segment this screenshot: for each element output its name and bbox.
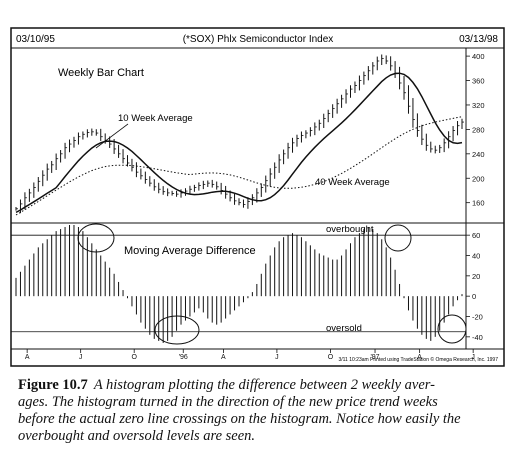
- oscillator-tick-label: 20: [472, 272, 480, 281]
- forty-week-annotation: 40 Week Average: [315, 177, 390, 188]
- oversold-label: oversold: [326, 323, 362, 334]
- x-tick-label: A: [417, 354, 422, 361]
- price-tick-label: 280: [472, 125, 485, 134]
- overbought-circle-1: [77, 223, 115, 253]
- osc-label-bg: [120, 243, 260, 257]
- x-tick-label: J: [275, 354, 279, 361]
- chart-figure: 03/10/95 (*SOX) Phlx Semiconductor Index…: [10, 27, 505, 367]
- level-lines: [11, 234, 466, 333]
- oscillator-tick-label: -40: [472, 333, 483, 342]
- figure-label: Figure 10.7: [18, 377, 88, 393]
- ten-week-pointer: [95, 123, 129, 149]
- oversold-circle-2: [437, 314, 467, 344]
- x-tick-label: J: [79, 354, 83, 361]
- oscillator-tick-label: -20: [472, 313, 483, 322]
- price-tick-label: 400: [472, 52, 485, 61]
- oversold-circle-1: [154, 315, 200, 345]
- ten-week-annotation: 10 Week Average: [118, 113, 193, 124]
- x-tick-label: A: [25, 354, 30, 361]
- price-tick-label: 360: [472, 77, 485, 86]
- overbought-label: overbought: [326, 224, 374, 235]
- footer-credit: 3/11 10:23am Printed using TradeStation …: [338, 356, 498, 363]
- x-tick-label: '97: [370, 354, 379, 361]
- oscillator-tick-label: 40: [472, 252, 480, 261]
- chart-title: (*SOX) Phlx Semiconductor Index: [183, 34, 334, 45]
- price-bars: [15, 54, 464, 214]
- overbought-circle-2: [384, 224, 412, 252]
- moving-average-lines: [15, 72, 463, 216]
- figure-caption: Figure 10.7 A histogram plotting the diff…: [18, 377, 514, 445]
- x-tick-label: O: [328, 354, 334, 361]
- x-tick-label: A: [221, 354, 226, 361]
- date-start: 03/10/95: [16, 34, 55, 45]
- price-tick-label: 160: [472, 199, 485, 208]
- x-tick-label: '96: [179, 354, 188, 361]
- oscillator-tick-label: 0: [472, 292, 476, 301]
- oscillator-tick-label: 60: [472, 231, 480, 240]
- price-tick-label: 320: [472, 101, 485, 110]
- caption-line-4: overbought and oversold levels are seen.: [18, 428, 256, 444]
- caption-line-1: A histogram plotting the difference betw…: [93, 377, 435, 393]
- x-tick-label: O: [131, 354, 137, 361]
- oscillator-axis: 60 40 20 0 -20 -40: [466, 231, 483, 342]
- date-end: 03/13/98: [459, 34, 498, 45]
- price-axis: 400 360 320 280 240 200 160: [466, 52, 485, 208]
- price-tick-label: 240: [472, 150, 485, 159]
- x-tick-label: J: [471, 354, 475, 361]
- price-tick-label: 200: [472, 174, 485, 183]
- price-panel-label: Weekly Bar Chart: [58, 67, 144, 79]
- histogram-bars: [15, 225, 463, 343]
- caption-line-2: ages. The histogram turned in the direct…: [18, 394, 438, 410]
- ten-week-average-line: [15, 72, 463, 214]
- oscillator-panel-label: Moving Average Difference: [124, 245, 256, 257]
- caption-line-3: before the actual zero line crossings on…: [18, 411, 461, 427]
